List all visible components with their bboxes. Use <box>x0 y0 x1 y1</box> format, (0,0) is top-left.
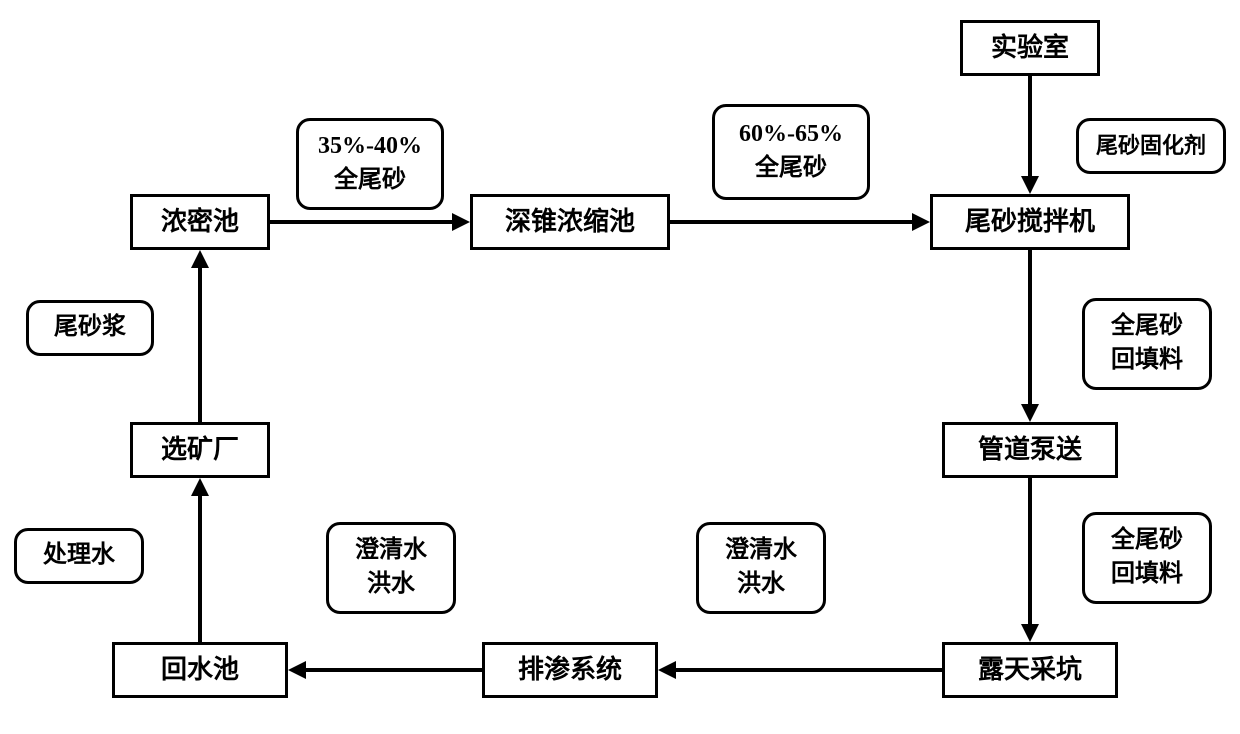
arrow-head <box>1021 404 1039 422</box>
node-drainage: 排渗系统 <box>482 642 658 698</box>
arrow-line <box>670 220 912 224</box>
node-thickener: 浓密池 <box>130 194 270 250</box>
arrow-head <box>191 250 209 268</box>
arrow-head <box>452 213 470 231</box>
arrow-line <box>198 268 202 422</box>
arrow-line <box>676 668 942 672</box>
label-curing-agent: 尾砂固化剂 <box>1076 118 1226 174</box>
arrow-head <box>912 213 930 231</box>
node-label: 浓密池 <box>161 204 239 240</box>
node-label: 尾砂搅拌机 <box>965 204 1095 240</box>
label-clear-flood-1: 澄清水洪水 <box>326 522 456 614</box>
node-pipe-pump: 管道泵送 <box>942 422 1118 478</box>
node-label: 排渗系统 <box>518 652 622 688</box>
node-label: 全尾砂回填料 <box>1111 524 1183 591</box>
label-tail-slurry: 尾砂浆 <box>26 300 154 356</box>
arrow-head <box>191 478 209 496</box>
node-label: 深锥浓缩池 <box>505 204 635 240</box>
node-label: 管道泵送 <box>978 432 1082 468</box>
arrow-line <box>306 668 482 672</box>
arrow-head <box>658 661 676 679</box>
label-pct-35-40: 35%-40%全尾砂 <box>296 118 444 210</box>
arrow-line <box>198 496 202 642</box>
arrow-head <box>1021 176 1039 194</box>
node-label: 全尾砂回填料 <box>1111 310 1183 377</box>
node-concentrator: 选矿厂 <box>130 422 270 478</box>
node-label: 澄清水洪水 <box>355 534 427 601</box>
node-label: 回水池 <box>161 652 239 688</box>
label-clear-flood-2: 澄清水洪水 <box>696 522 826 614</box>
node-label: 尾砂固化剂 <box>1096 131 1206 162</box>
node-label: 选矿厂 <box>161 432 239 468</box>
node-label: 60%-65%全尾砂 <box>739 118 843 185</box>
node-lab: 实验室 <box>960 20 1100 76</box>
label-pct-60-65: 60%-65%全尾砂 <box>712 104 870 200</box>
node-label: 处理水 <box>43 539 115 573</box>
label-backfill-2: 全尾砂回填料 <box>1082 512 1212 604</box>
node-return-pond: 回水池 <box>112 642 288 698</box>
node-label: 澄清水洪水 <box>725 534 797 601</box>
arrow-head <box>288 661 306 679</box>
label-backfill-1: 全尾砂回填料 <box>1082 298 1212 390</box>
node-label: 实验室 <box>991 30 1069 66</box>
node-open-pit: 露天采坑 <box>942 642 1118 698</box>
node-label: 尾砂浆 <box>54 311 126 345</box>
node-label: 35%-40%全尾砂 <box>318 130 422 197</box>
node-mixer: 尾砂搅拌机 <box>930 194 1130 250</box>
arrow-line <box>1028 76 1032 176</box>
arrow-head <box>1021 624 1039 642</box>
node-deep-cone: 深锥浓缩池 <box>470 194 670 250</box>
node-label: 露天采坑 <box>978 652 1082 688</box>
arrow-line <box>270 220 452 224</box>
arrow-line <box>1028 478 1032 624</box>
label-treated-water: 处理水 <box>14 528 144 584</box>
arrow-line <box>1028 250 1032 404</box>
